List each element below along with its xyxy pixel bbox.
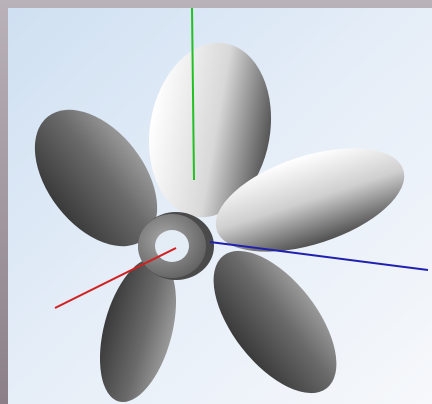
blade (99, 257, 177, 403)
hub-bore (155, 230, 189, 262)
blade (148, 42, 272, 218)
blade (215, 148, 405, 252)
z-axis (209, 241, 429, 271)
x-axis (54, 247, 177, 309)
blade (34, 109, 158, 247)
blade (213, 250, 337, 394)
y-axis (191, 7, 195, 181)
